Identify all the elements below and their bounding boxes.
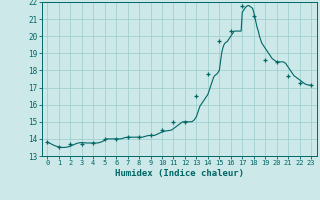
X-axis label: Humidex (Indice chaleur): Humidex (Indice chaleur)	[115, 169, 244, 178]
